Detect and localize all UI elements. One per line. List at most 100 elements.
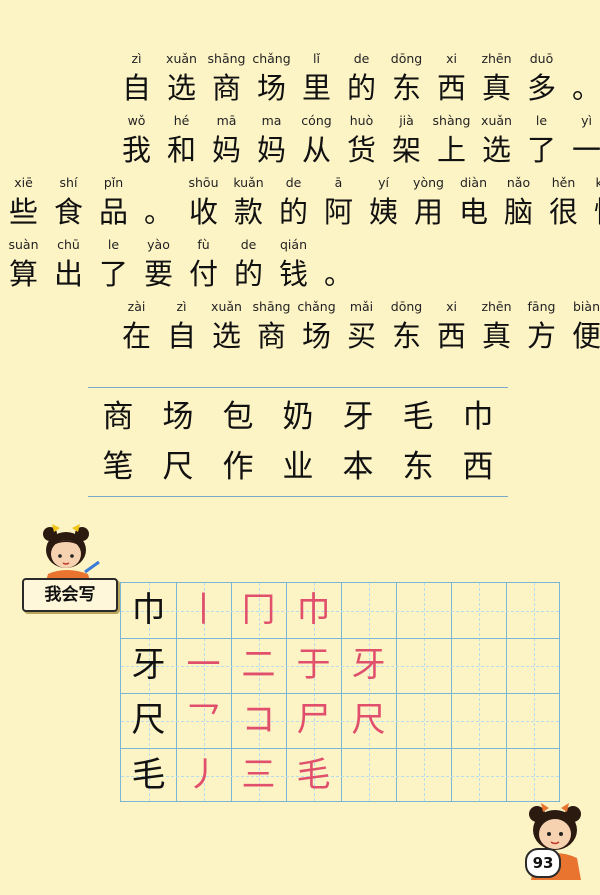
- ruby-char: jià 架: [384, 112, 429, 170]
- ruby-char: duō 多: [519, 50, 564, 108]
- grid-line: [121, 693, 559, 694]
- hanzi: 上: [436, 133, 466, 167]
- pinyin: shāng: [207, 51, 246, 66]
- i-can-write-badge: 我会写: [22, 578, 118, 612]
- grid-line: [176, 583, 177, 801]
- word-char: 毛: [402, 399, 434, 435]
- stroke-order-step: 毛: [296, 755, 331, 795]
- hanzi: 。: [571, 71, 600, 105]
- stroke-order-step: 尺: [351, 700, 386, 740]
- pinyin: xiē: [14, 175, 33, 190]
- pinyin: lǐ: [313, 51, 320, 66]
- stroke-order-step: 冂: [241, 590, 276, 630]
- ruby-char: le 了: [91, 236, 136, 294]
- pinyin: huò: [349, 113, 374, 128]
- hanzi: 阿: [323, 195, 353, 229]
- ruby-char: pǐn 品: [91, 174, 136, 232]
- word-char: 西: [462, 449, 494, 485]
- hanzi: 从: [301, 133, 331, 167]
- ruby-char: diàn 电: [451, 174, 496, 232]
- ruby-char: yòng 用: [406, 174, 451, 232]
- pinyin: ā: [334, 175, 343, 190]
- stroke-order-step: 二: [241, 645, 276, 685]
- word-char: 巾: [462, 399, 494, 435]
- grid-guide: [258, 583, 260, 801]
- grid-guide: [121, 610, 559, 612]
- hanzi: 用: [413, 195, 443, 229]
- hanzi: 出: [53, 257, 83, 291]
- ruby-char: xiē 些: [1, 174, 46, 232]
- grid-line: [121, 748, 559, 749]
- pinyin: ma: [261, 113, 282, 128]
- ruby-char: de 的: [271, 174, 316, 232]
- pinyin: mā: [216, 113, 237, 128]
- hanzi: 妈: [256, 133, 286, 167]
- word-char: 包: [222, 399, 254, 435]
- pinyin: yí: [378, 175, 389, 190]
- ruby-char: qián 钱: [271, 236, 316, 294]
- stroke-order-step: 尸: [296, 700, 331, 740]
- pinyin: kuài: [595, 175, 600, 190]
- pinyin: xuǎn: [211, 299, 242, 314]
- passage-line-3: xiē 些 shí 食 pǐn 品。 shōu 收 kuǎn 款 de 的 ā 阿 yí 姨 yòng 用 diàn…: [0, 174, 600, 236]
- pinyin: xi: [446, 299, 457, 314]
- hanzi: 的: [346, 71, 376, 105]
- word-list-box: 商场包奶牙毛巾 笔尺作业本东西: [88, 387, 508, 497]
- hanzi: 真: [481, 71, 511, 105]
- pinyin: xuǎn: [481, 113, 512, 128]
- pinyin: cóng: [301, 113, 332, 128]
- ruby-char: kuài 快: [586, 174, 600, 232]
- hanzi: 选: [211, 319, 241, 353]
- stroke-order-step: 丿: [186, 755, 221, 795]
- word-row-1: 商场包奶牙毛巾: [88, 392, 508, 442]
- pinyin: dōng: [390, 299, 423, 314]
- hanzi: 和: [166, 133, 196, 167]
- pinyin: [564, 50, 600, 68]
- character-writing-grid: 巾丨冂巾牙一二于牙尺乛コ尸尺毛丿三毛: [120, 582, 560, 802]
- hanzi: 西: [436, 71, 466, 105]
- hanzi: 了: [526, 133, 556, 167]
- word-char: 作: [222, 449, 254, 485]
- pinyin: le: [535, 113, 548, 128]
- pinyin: de: [353, 51, 370, 66]
- word-char: 笔: [102, 449, 134, 485]
- hanzi: 选: [481, 133, 511, 167]
- pinyin: suàn: [8, 237, 39, 252]
- pinyin: zì: [176, 299, 187, 314]
- ruby-char: fāng 方: [519, 298, 564, 356]
- hanzi: 要: [143, 257, 173, 291]
- pinyin: chū: [57, 237, 80, 252]
- grid-line: [451, 583, 452, 801]
- model-character: 牙: [131, 645, 166, 685]
- pinyin: shí: [59, 175, 78, 190]
- hanzi: 电: [458, 195, 488, 229]
- ruby-char: shāng 商: [204, 50, 249, 108]
- passage-line-5: zài 在 zì 自 xuǎn 选 shāng 商 chǎng 场 mǎi 买 dōng 东 xi 西 zhēn…: [0, 298, 600, 360]
- pinyin: yòng: [413, 175, 444, 190]
- hanzi: 场: [256, 71, 286, 105]
- pinyin: jià: [399, 113, 414, 128]
- grid-line: [286, 583, 287, 801]
- grid-line: [506, 583, 507, 801]
- ruby-char: wǒ 我: [114, 112, 159, 170]
- hanzi: 姨: [368, 195, 398, 229]
- ruby-char: kuǎn 款: [226, 174, 271, 232]
- pinyin: shōu: [188, 175, 219, 190]
- grid-guide: [478, 583, 480, 801]
- hanzi: 西: [436, 319, 466, 353]
- hanzi: 的: [233, 257, 263, 291]
- grid-guide: [121, 665, 559, 667]
- hanzi: 我: [121, 133, 151, 167]
- hanzi: 真: [481, 319, 511, 353]
- pinyin: shāng: [252, 299, 291, 314]
- ruby-char: shōu 收: [181, 174, 226, 232]
- ruby-char: dōng 东: [384, 298, 429, 356]
- ruby-char: hěn 很: [541, 174, 586, 232]
- pinyin: biàn: [573, 299, 600, 314]
- pinyin: mǎi: [349, 299, 374, 314]
- page-number: 93: [525, 848, 561, 878]
- ruby-char: 。: [316, 236, 361, 294]
- word-char: 业: [282, 449, 314, 485]
